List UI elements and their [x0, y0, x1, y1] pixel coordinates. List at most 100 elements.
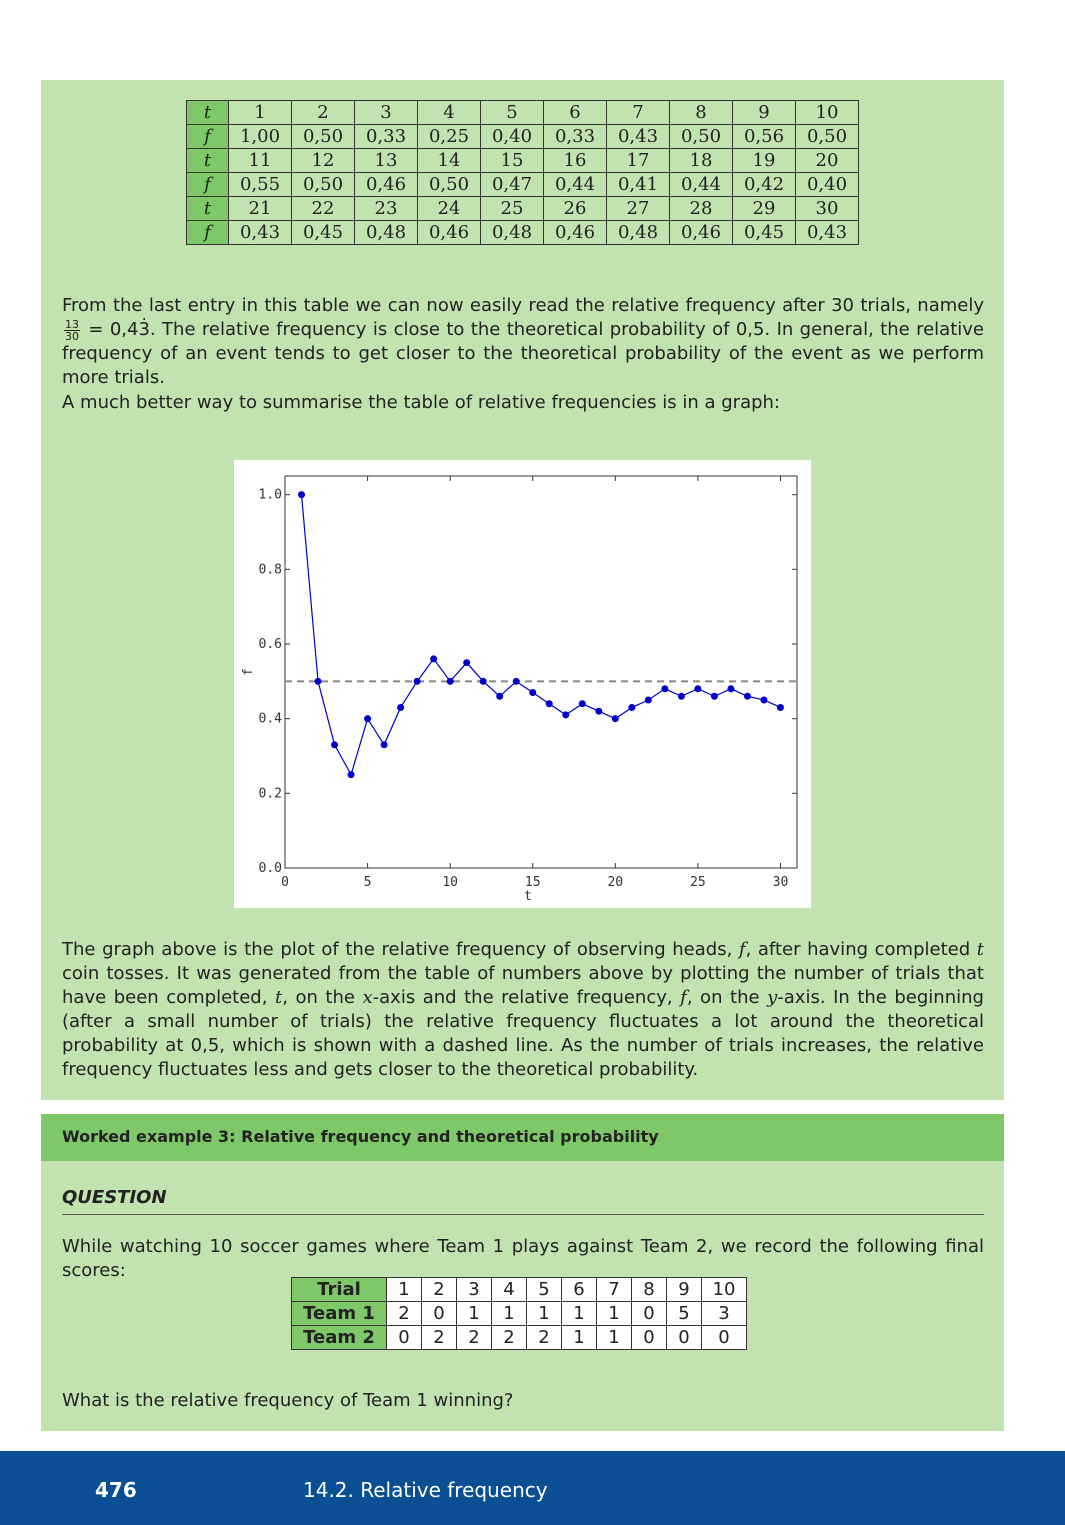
y-tick-label: 0.0 [259, 861, 282, 876]
plot-frame [284, 475, 798, 869]
freq-cell: 0,41 [606, 172, 670, 197]
freq-cell: 0,46 [543, 220, 607, 245]
section-title: 14.2. Relative frequency [303, 1478, 548, 1502]
scores-cell: 1 [561, 1325, 597, 1350]
freq-cell: 29 [732, 196, 796, 221]
x-tick-label: 0 [281, 875, 289, 890]
paragraph-relative-frequency: From the last entry in this table we can… [62, 294, 984, 390]
freq-cell: 0,56 [732, 124, 796, 149]
scores-cell: 2 [421, 1325, 457, 1350]
fraction-numerator: 13 [64, 317, 80, 331]
data-point [578, 700, 586, 708]
freq-cell: 0,46 [669, 220, 733, 245]
scores-cell: 0 [421, 1301, 457, 1326]
question-label: QUESTION [62, 1187, 167, 1208]
freq-cell: 0,43 [606, 124, 670, 149]
freq-cell: 13 [354, 148, 418, 173]
freq-cell: 28 [669, 196, 733, 221]
y-tick-label: 1.0 [259, 488, 282, 503]
freq-cell: 10 [795, 100, 859, 125]
chart-svg: 0 5 10 15 20 25 30 0.0 0.2 0.4 0.6 0.8 1.0 t f [241, 475, 798, 904]
freq-cell: 24 [417, 196, 481, 221]
data-point [644, 696, 652, 704]
x-tick-label: 15 [525, 875, 541, 890]
x-tick-label: 5 [364, 875, 372, 890]
data-point [694, 685, 702, 693]
data-point [529, 689, 537, 697]
fraction-13-30: 13 30 [64, 319, 80, 342]
freq-cell: 30 [795, 196, 859, 221]
scores-cell: 4 [491, 1277, 527, 1302]
scores-cell: 5 [666, 1301, 702, 1326]
scores-cell: 0 [386, 1325, 422, 1350]
scores-row-header: Team 2 [291, 1325, 387, 1350]
freq-cell: 14 [417, 148, 481, 173]
scores-cell: 1 [561, 1301, 597, 1326]
freq-cell: 20 [795, 148, 859, 173]
x-tick-label: 10 [442, 875, 458, 890]
var-y: y [767, 987, 778, 1008]
freq-cell: 0,47 [480, 172, 544, 197]
freq-cell: 1,00 [228, 124, 292, 149]
freq-cell: 7 [606, 100, 670, 125]
freq-cell: 17 [606, 148, 670, 173]
data-point [677, 692, 685, 700]
scores-cell: 1 [526, 1301, 562, 1326]
freq-cell: 0,33 [543, 124, 607, 149]
scores-cell: 1 [596, 1301, 632, 1326]
freq-cell: 0,40 [480, 124, 544, 149]
scores-cell: 9 [666, 1277, 702, 1302]
y-tick-label: 0.4 [259, 712, 283, 727]
freq-cell: 0,50 [669, 124, 733, 149]
freq-row-header: f [186, 124, 229, 149]
fraction-denominator: 30 [65, 329, 79, 343]
data-point [397, 703, 405, 711]
para1-text-a: From the last entry in this table we can… [62, 295, 984, 316]
data-point [710, 692, 718, 700]
para3-s3: coin tosses. It was generated from the t… [62, 963, 984, 1008]
freq-cell: 0,48 [606, 220, 670, 245]
freq-cell: 2 [291, 100, 355, 125]
data-point [380, 741, 388, 749]
worked-example-title: Worked example 3: Relative frequency and… [62, 1127, 659, 1146]
para1-text-c: The relative frequency is close to the t… [62, 319, 984, 388]
paragraph-graph-explanation: The graph above is the plot of the relat… [62, 938, 984, 1082]
freq-cell: 0,44 [669, 172, 733, 197]
freq-cell: 26 [543, 196, 607, 221]
freq-row-header: t [186, 100, 229, 125]
freq-cell: 0,25 [417, 124, 481, 149]
scores-cell: 10 [701, 1277, 747, 1302]
freq-cell: 23 [354, 196, 418, 221]
para3-s7: -axis. In the beginning (after a small n… [62, 987, 984, 1080]
data-point [446, 677, 454, 685]
freq-cell: 0,50 [417, 172, 481, 197]
data-point [595, 707, 603, 715]
scores-cell: 2 [491, 1325, 527, 1350]
freq-cell: 0,33 [354, 124, 418, 149]
freq-row: f 1,00 0,50 0,33 0,25 0,40 0,33 0,43 0,50 0,56 0,5… [186, 124, 859, 149]
scores-cell: 2 [386, 1301, 422, 1326]
data-point [545, 700, 553, 708]
question-prompt: What is the relative frequency of Team 1… [62, 1390, 514, 1411]
freq-cell: 0,45 [732, 220, 796, 245]
freq-cell: 6 [543, 100, 607, 125]
para3-s1: The graph above is the plot of the relat… [62, 939, 733, 960]
freq-cell: 8 [669, 100, 733, 125]
data-point [661, 685, 669, 693]
scores-cell: 0 [631, 1301, 667, 1326]
scores-cell: 1 [491, 1301, 527, 1326]
freq-cell: 0,45 [291, 220, 355, 245]
x-axis-label: t [524, 889, 532, 904]
freq-cell: 18 [669, 148, 733, 173]
data-point [743, 692, 751, 700]
freq-cell: 0,40 [795, 172, 859, 197]
scores-row: Trial 1 2 3 4 5 6 7 8 9 10 [291, 1277, 747, 1302]
y-axis-label: f [241, 668, 256, 676]
y-tick-label: 0.8 [259, 562, 282, 577]
data-point [776, 703, 784, 711]
freq-row-header: f [186, 220, 229, 245]
para3-s2: , after having completed [745, 939, 971, 960]
x-tick-label: 30 [773, 875, 789, 890]
